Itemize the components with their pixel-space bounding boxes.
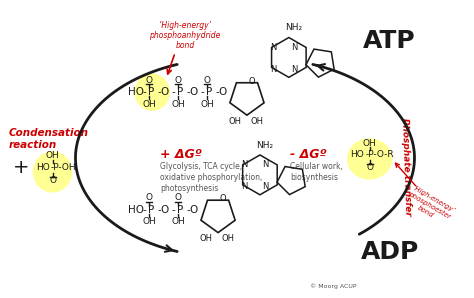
Text: N: N: [291, 43, 297, 52]
Text: -O: -O: [186, 87, 199, 97]
Text: OH: OH: [250, 117, 264, 126]
Text: ‘High-energy’
phosphoester
bond: ‘High-energy’ phosphoester bond: [404, 185, 455, 226]
Text: -: -: [171, 205, 175, 215]
Text: HO: HO: [128, 205, 144, 215]
Text: ADP: ADP: [360, 240, 419, 263]
Text: OH: OH: [46, 151, 59, 160]
Text: N: N: [241, 160, 247, 170]
Text: O: O: [175, 193, 182, 202]
Text: O: O: [249, 77, 255, 86]
Text: P: P: [177, 205, 183, 215]
Text: -O: -O: [215, 87, 228, 97]
Text: -O: -O: [186, 205, 199, 215]
Text: - ΔGº: - ΔGº: [290, 148, 326, 161]
Text: -: -: [142, 205, 146, 215]
Ellipse shape: [347, 139, 392, 179]
Text: -: -: [142, 87, 146, 97]
Text: P: P: [148, 87, 155, 97]
Text: © Moorg ACUP: © Moorg ACUP: [310, 284, 356, 289]
Text: OH: OH: [221, 234, 235, 243]
Text: -P-O-R: -P-O-R: [365, 150, 394, 159]
Text: N: N: [262, 160, 268, 170]
Text: P: P: [177, 87, 183, 97]
Text: HO: HO: [350, 150, 364, 159]
Text: -O: -O: [157, 205, 170, 215]
Text: OH: OH: [363, 139, 376, 148]
Text: -P-OH: -P-OH: [51, 163, 76, 173]
Text: OH: OH: [228, 117, 242, 126]
Text: OH: OH: [142, 217, 156, 226]
Text: P: P: [148, 205, 155, 215]
Text: O: O: [204, 76, 210, 85]
Text: -: -: [200, 87, 204, 97]
Text: N: N: [241, 182, 247, 191]
Text: N: N: [270, 43, 276, 52]
Text: N: N: [262, 182, 268, 191]
Text: HO: HO: [128, 87, 144, 97]
Text: -: -: [171, 87, 175, 97]
Text: ‘High-energy’
phosphoanhydride
bond: ‘High-energy’ phosphoanhydride bond: [149, 21, 221, 50]
Text: NH₂: NH₂: [256, 141, 273, 150]
Ellipse shape: [34, 152, 72, 192]
Text: -O: -O: [157, 87, 170, 97]
Text: +: +: [12, 159, 29, 177]
Ellipse shape: [135, 74, 169, 110]
Text: N: N: [270, 65, 276, 74]
Text: O: O: [49, 176, 56, 185]
Text: OH: OH: [142, 100, 156, 109]
Text: OH: OH: [171, 100, 185, 109]
Text: Cellular work,
biosynthesis: Cellular work, biosynthesis: [290, 162, 343, 182]
Text: P: P: [206, 87, 212, 97]
Text: O: O: [146, 193, 153, 202]
Text: OH: OH: [200, 100, 214, 109]
Text: N: N: [291, 65, 297, 74]
Text: O: O: [220, 194, 227, 203]
Text: Phosphate transfer: Phosphate transfer: [400, 118, 412, 217]
Text: O: O: [175, 76, 182, 85]
Text: NH₂: NH₂: [285, 23, 302, 32]
Text: O: O: [146, 76, 153, 85]
Text: Glycolysis, TCA cycle,
oxidative phosphorylation,
photosynthesis: Glycolysis, TCA cycle, oxidative phospho…: [160, 162, 263, 193]
Text: HO: HO: [36, 163, 50, 173]
Text: Condensation
reaction: Condensation reaction: [9, 128, 89, 150]
Text: ATP: ATP: [363, 29, 416, 52]
Text: O: O: [366, 163, 373, 173]
Text: OH: OH: [171, 217, 185, 226]
Text: + ΔGº: + ΔGº: [160, 148, 202, 161]
Text: OH: OH: [200, 234, 213, 243]
